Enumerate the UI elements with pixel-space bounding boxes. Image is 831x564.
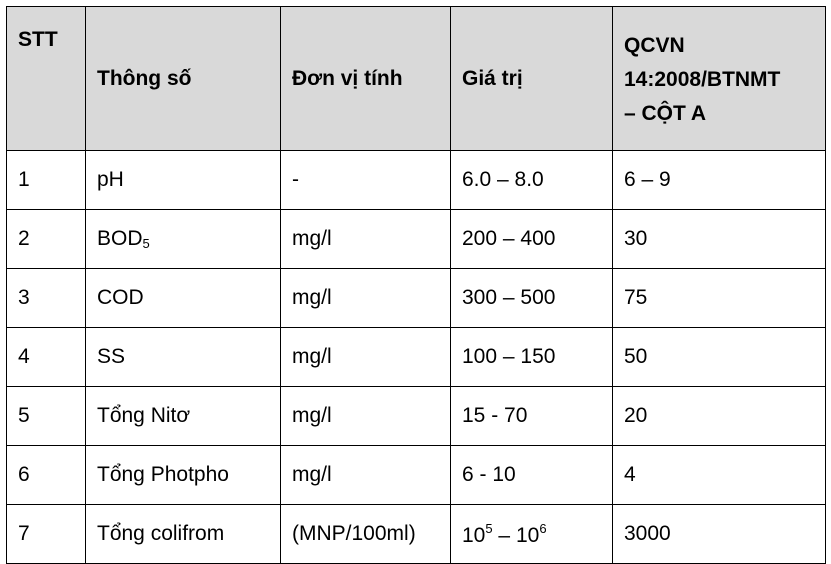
- value-exponent-2: 6: [539, 520, 547, 536]
- cell-standard: 20: [612, 386, 826, 446]
- cell-stt: 5: [6, 386, 86, 446]
- cell-param: COD: [85, 268, 281, 328]
- cell-param: SS: [85, 327, 281, 387]
- water-quality-table: STT Thông số Đơn vị tính Giá trị QCVN 14…: [6, 6, 826, 564]
- cell-unit: mg/l: [280, 445, 451, 505]
- table-row: 6 Tổng Photpho mg/l 6 - 10 4: [6, 445, 826, 505]
- table-row: 7 Tổng colifrom (MNP/100ml) 105 – 106 30…: [6, 504, 826, 564]
- value-base-1: 10: [462, 523, 486, 547]
- header-standard-line2: 14:2008/BTNMT: [624, 67, 781, 91]
- header-unit: Đơn vị tính: [280, 6, 451, 151]
- cell-unit: mg/l: [280, 327, 451, 387]
- cell-stt: 3: [6, 268, 86, 328]
- table-row: 5 Tổng Nitơ mg/l 15 - 70 20: [6, 386, 826, 446]
- cell-unit: -: [280, 150, 451, 210]
- cell-value: 6.0 – 8.0: [450, 150, 613, 210]
- table-row: 1 pH - 6.0 – 8.0 6 – 9: [6, 150, 826, 210]
- cell-value: 200 – 400: [450, 209, 613, 269]
- cell-unit: mg/l: [280, 268, 451, 328]
- param-subscript: 5: [142, 236, 150, 251]
- header-standard-line1: QCVN: [624, 33, 685, 57]
- cell-stt: 6: [6, 445, 86, 505]
- cell-param: pH: [85, 150, 281, 210]
- cell-standard: 6 – 9: [612, 150, 826, 210]
- value-exponent-1: 5: [485, 520, 493, 536]
- table-header: STT Thông số Đơn vị tính Giá trị QCVN 14…: [6, 6, 826, 151]
- cell-standard: 4: [612, 445, 826, 505]
- cell-value: 6 - 10: [450, 445, 613, 505]
- cell-value: 15 - 70: [450, 386, 613, 446]
- param-text: BOD: [97, 227, 143, 250]
- header-standard-line3: – CỘT A: [624, 101, 707, 125]
- cell-standard: 30: [612, 209, 826, 269]
- header-row: STT Thông số Đơn vị tính Giá trị QCVN 14…: [6, 6, 826, 151]
- header-param: Thông số: [85, 6, 281, 151]
- cell-param: BOD5: [85, 209, 281, 269]
- value-separator: –: [492, 523, 516, 547]
- header-value: Giá trị: [450, 6, 613, 151]
- header-stt: STT: [6, 6, 86, 151]
- header-standard: QCVN 14:2008/BTNMT – CỘT A: [612, 6, 826, 151]
- cell-param: Tổng Nitơ: [85, 386, 281, 446]
- cell-standard: 50: [612, 327, 826, 387]
- table-body: 1 pH - 6.0 – 8.0 6 – 9 2 BOD5 mg/l 200 –…: [6, 150, 826, 564]
- table-row: 2 BOD5 mg/l 200 – 400 30: [6, 209, 826, 269]
- cell-stt: 1: [6, 150, 86, 210]
- cell-stt: 2: [6, 209, 86, 269]
- table-row: 4 SS mg/l 100 – 150 50: [6, 327, 826, 387]
- cell-param: Tổng Photpho: [85, 445, 281, 505]
- value-base-2: 10: [515, 523, 540, 547]
- cell-value: 100 – 150: [450, 327, 613, 387]
- cell-unit: mg/l: [280, 386, 451, 446]
- cell-stt: 4: [6, 327, 86, 387]
- table-row: 3 COD mg/l 300 – 500 75: [6, 268, 826, 328]
- cell-stt: 7: [6, 504, 86, 564]
- cell-standard: 75: [612, 268, 826, 328]
- cell-value: 300 – 500: [450, 268, 613, 328]
- cell-unit: mg/l: [280, 209, 451, 269]
